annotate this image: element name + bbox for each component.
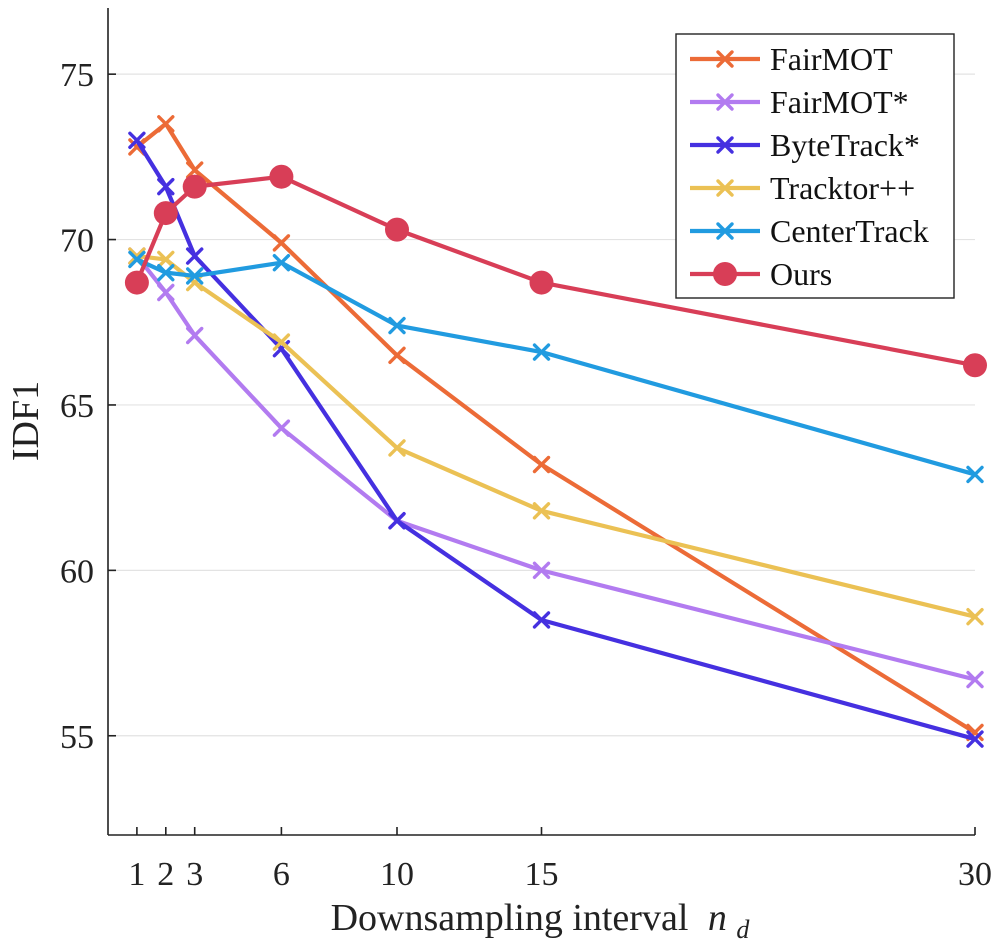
legend-marker (716, 93, 734, 111)
data-point (185, 247, 204, 265)
series-ours (124, 164, 987, 378)
x-axis-label-symbol: n (708, 897, 727, 939)
legend-label: Tracktor++ (770, 170, 915, 206)
data-point (157, 263, 175, 282)
series-fairmot- (128, 247, 984, 689)
y-tick-label-70: 70 (60, 223, 94, 260)
data-point (532, 343, 551, 361)
data-point (532, 611, 551, 629)
data-point (532, 561, 551, 580)
data-point (529, 270, 554, 295)
data-point (963, 353, 987, 378)
data-point (128, 131, 146, 150)
legend-entry: CenterTrack (690, 213, 929, 249)
legend-label: ByteTrack* (770, 127, 920, 163)
series-tracktor- (128, 247, 984, 626)
series-centertrack (128, 250, 984, 484)
x-tick-label-1: 1 (128, 856, 145, 893)
legend-label: Ours (770, 256, 832, 292)
data-point (532, 455, 551, 474)
data-point (388, 346, 406, 365)
legend-marker (716, 136, 734, 154)
data-point (124, 270, 149, 295)
x-tick-label-10: 10 (380, 856, 414, 893)
legend-label: FairMOT* (770, 84, 909, 120)
data-point (157, 177, 175, 196)
x-tick-label-15: 15 (525, 856, 559, 893)
legend-label: FairMOT (770, 41, 893, 77)
data-point (185, 267, 204, 285)
legend-marker (713, 262, 737, 286)
series-line (136, 254, 976, 619)
legend-box (675, 33, 955, 299)
data-point (532, 502, 551, 520)
series-lines (124, 115, 987, 748)
x-tick-label-30: 30 (958, 856, 992, 893)
legend-entry: Ours (690, 256, 832, 292)
x-axis-label-text: Downsampling interval (331, 897, 689, 939)
legend-entry: FairMOT* (690, 84, 909, 120)
series-line (135, 254, 976, 682)
x-tick-label-2: 2 (157, 856, 174, 893)
y-axis-ticks: 55 60 65 70 75 (60, 57, 116, 756)
legend-marker (716, 222, 734, 240)
y-tick-label-65: 65 (60, 388, 94, 425)
data-point (388, 439, 406, 457)
data-point (272, 254, 291, 272)
legend-marker (716, 50, 734, 68)
data-point (966, 730, 984, 748)
data-point (157, 250, 175, 269)
data-point (272, 419, 291, 437)
x-tick-label-3: 3 (186, 856, 203, 893)
data-point (388, 316, 406, 335)
y-axis-label: IDF1 (5, 381, 47, 461)
data-point (966, 670, 984, 689)
legend-entry: FairMOT (690, 41, 893, 77)
y-tick-label-60: 60 (60, 553, 94, 590)
legend-label: CenterTrack (770, 213, 929, 249)
data-point (272, 333, 291, 351)
data-point (966, 465, 984, 484)
data-point (185, 273, 204, 292)
data-point (157, 283, 175, 302)
legend-entry: ByteTrack* (690, 127, 920, 163)
data-point (269, 164, 294, 189)
x-axis-label-subscript: d (736, 915, 750, 944)
data-point (182, 174, 207, 199)
series-bytetrack- (128, 131, 984, 748)
y-tick-label-75: 75 (60, 57, 94, 94)
data-point (385, 217, 409, 242)
data-point (272, 234, 291, 252)
y-tick-label-55: 55 (60, 719, 94, 756)
data-point (153, 201, 178, 226)
x-axis-label: Downsampling interval n d (331, 897, 751, 944)
legend: FairMOT FairMOT* ByteTrack* Tracktor++ Cente… (675, 33, 955, 299)
data-point (966, 607, 984, 626)
data-point (157, 115, 175, 133)
series-fairmot (128, 115, 984, 742)
legend-entry: Tracktor++ (690, 170, 915, 206)
x-axis-ticks: 1 2 3 6 10 15 30 (128, 827, 992, 893)
legend-marker (716, 179, 734, 197)
data-point (185, 326, 204, 345)
data-point (388, 512, 406, 530)
data-point (128, 250, 146, 269)
data-point (185, 161, 204, 179)
x-tick-label-6: 6 (273, 856, 290, 893)
